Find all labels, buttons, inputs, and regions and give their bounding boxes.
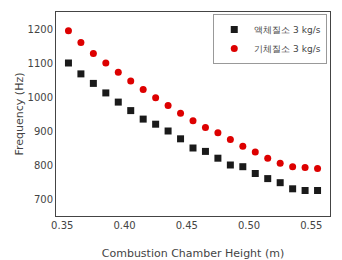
svg-text:900: 900 bbox=[34, 126, 53, 137]
svg-text:0.50: 0.50 bbox=[238, 220, 260, 231]
svg-text:1000: 1000 bbox=[28, 92, 53, 103]
svg-text:800: 800 bbox=[34, 160, 53, 171]
svg-text:Combustion Chamber Height (m): Combustion Chamber Height (m) bbox=[102, 247, 284, 260]
svg-text:0.45: 0.45 bbox=[176, 220, 198, 231]
svg-text:0.40: 0.40 bbox=[113, 220, 135, 231]
svg-text:1100: 1100 bbox=[28, 58, 53, 69]
svg-text:Frequency (Hz): Frequency (Hz) bbox=[13, 73, 26, 156]
svg-text:0.35: 0.35 bbox=[51, 220, 73, 231]
svg-text:0.55: 0.55 bbox=[300, 220, 322, 231]
svg-text:액체질소 3 kg/s: 액체질소 3 kg/s bbox=[254, 25, 320, 35]
svg-text:기체질소 3 kg/s: 기체질소 3 kg/s bbox=[254, 44, 320, 54]
svg-text:1200: 1200 bbox=[28, 24, 53, 35]
svg-text:700: 700 bbox=[34, 194, 53, 205]
